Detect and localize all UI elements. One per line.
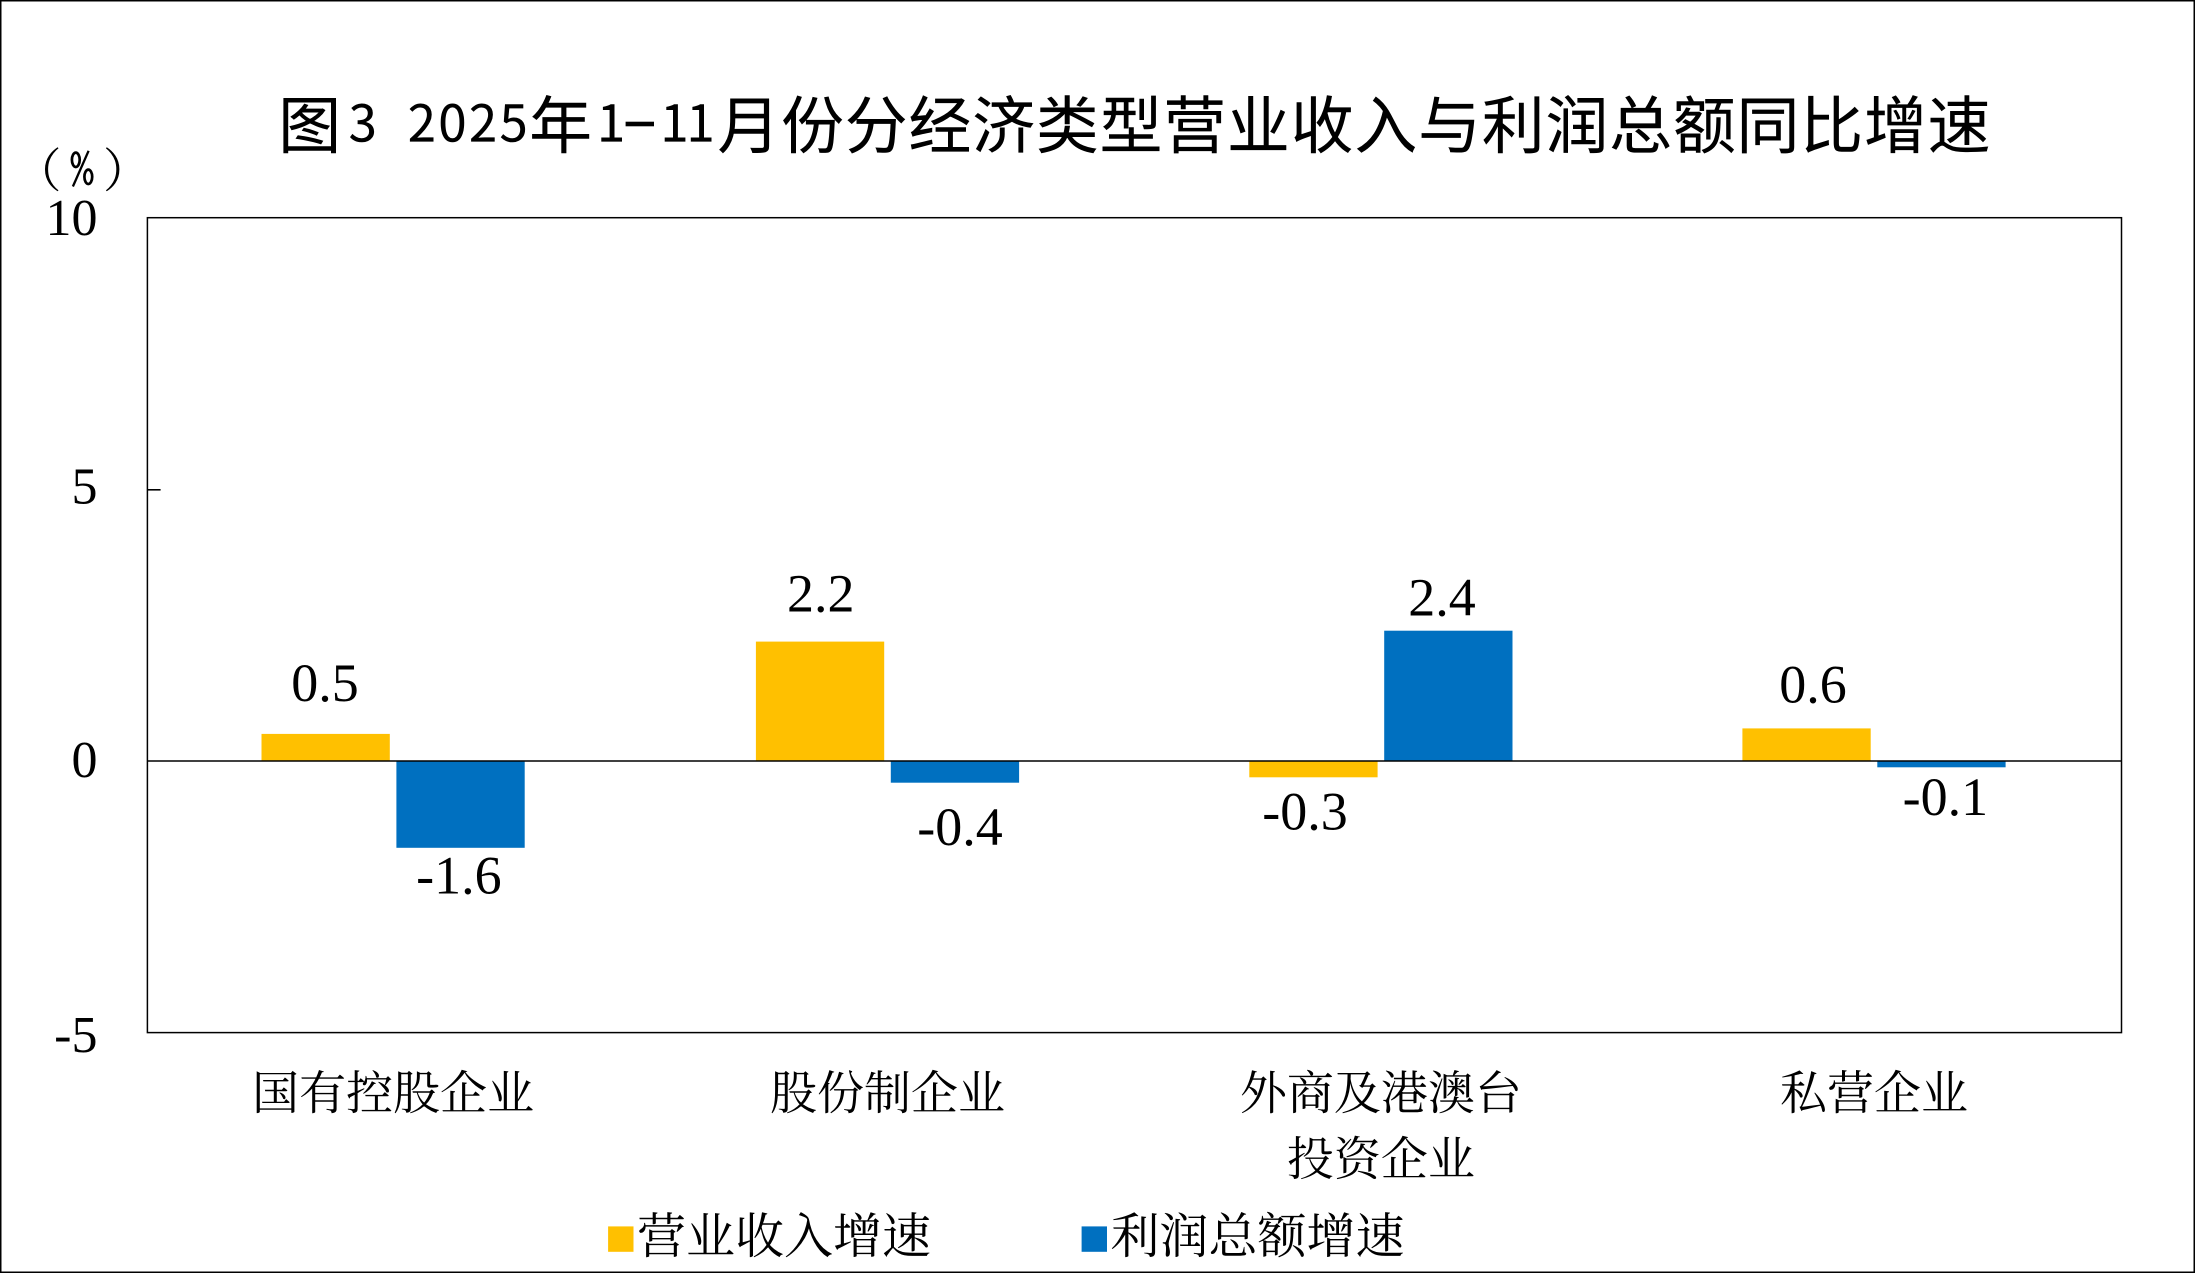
- svg-text:-0.1: -0.1: [1903, 767, 1988, 827]
- svg-text:0.5: 0.5: [291, 653, 359, 713]
- svg-text:10: 10: [46, 190, 98, 247]
- svg-text:0: 0: [72, 732, 98, 789]
- svg-text:2.2: 2.2: [787, 564, 855, 624]
- svg-text:-5: -5: [54, 1007, 97, 1064]
- svg-text:2.4: 2.4: [1408, 567, 1476, 627]
- svg-text:0.6: 0.6: [1779, 655, 1847, 715]
- svg-text:-1.6: -1.6: [416, 846, 501, 906]
- svg-text:-0.3: -0.3: [1262, 782, 1347, 842]
- svg-text:5: 5: [72, 459, 98, 516]
- svg-text:-0.4: -0.4: [917, 797, 1002, 857]
